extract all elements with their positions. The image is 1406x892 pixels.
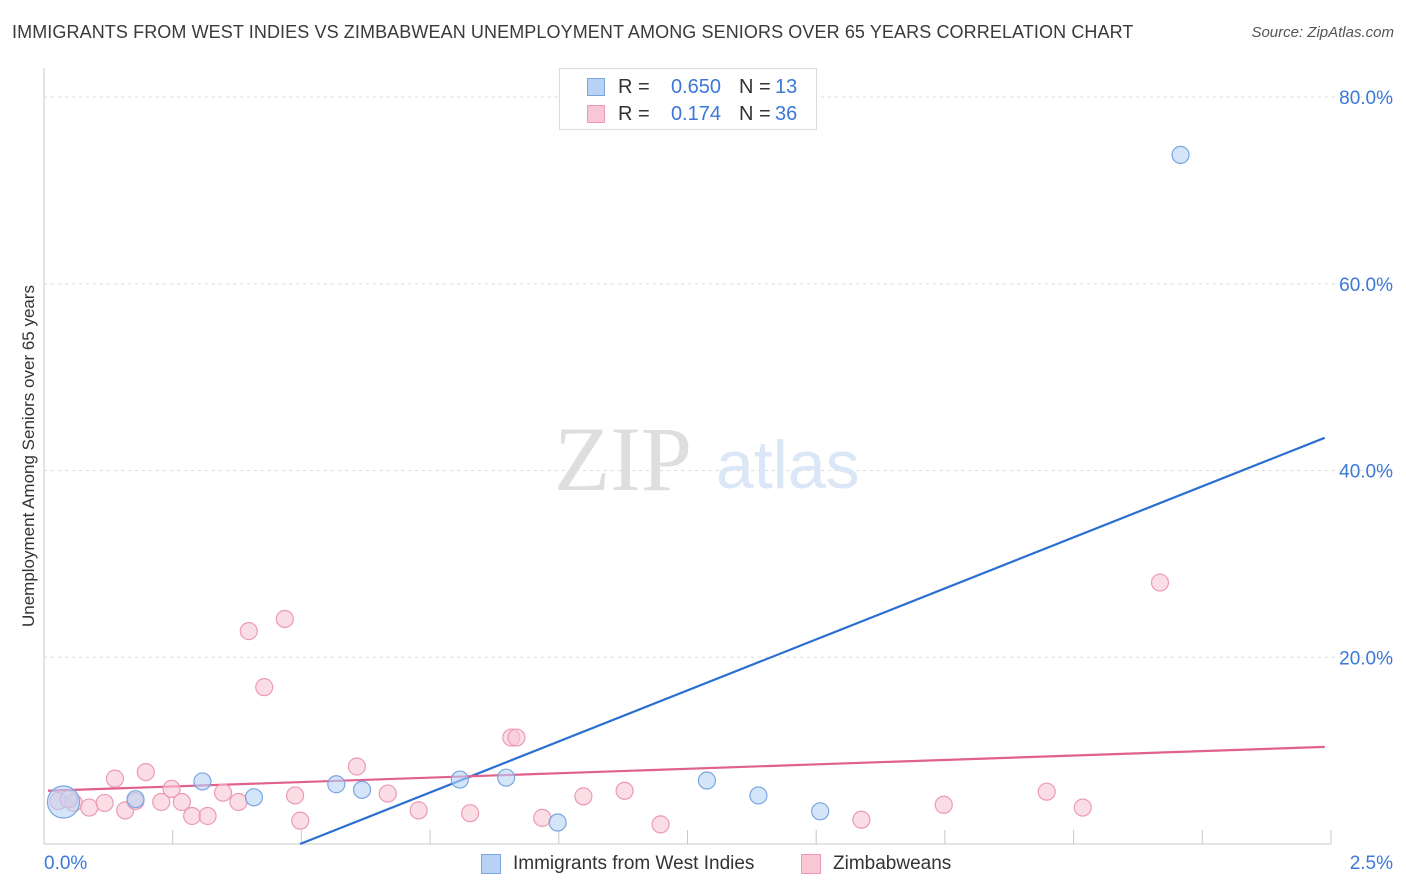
- zimbabwean-point: [409, 801, 428, 820]
- y-tick-label: 20.0%: [1339, 648, 1393, 669]
- x-tick-label: 0.0%: [44, 853, 87, 874]
- legend-row-zimbabweans: R = 0.174 N = 36: [560, 101, 797, 127]
- legend-n-label: N =: [739, 75, 771, 98]
- zimbabwean-point: [1037, 782, 1056, 801]
- zimbabwean-point: [172, 792, 191, 812]
- west-indies-point: [450, 770, 469, 789]
- zimbabwean-point: [852, 810, 871, 829]
- axis-layer: [43, 68, 1332, 845]
- west-indies-point: [327, 775, 346, 794]
- grid-layer: [44, 96, 1392, 658]
- blue-swatch-icon: [587, 78, 605, 96]
- chart-title: IMMIGRANTS FROM WEST INDIES VS ZIMBABWEA…: [12, 22, 1134, 42]
- y-tick-label: 60.0%: [1339, 275, 1393, 296]
- legend-n-value: 13: [775, 75, 798, 98]
- zimbabwean-point: [136, 763, 155, 782]
- series-legend-label: Immigrants from West Indies: [513, 853, 755, 874]
- y-tick-label: 40.0%: [1339, 462, 1393, 483]
- zimbabwean-point: [80, 798, 99, 817]
- series-legend-west-indies[interactable]: Immigrants from West Indies: [481, 852, 754, 876]
- west-indies-point: [352, 780, 372, 799]
- zimbabwean-point: [213, 783, 233, 802]
- pink-swatch-icon: [587, 105, 605, 123]
- west-indies-point: [126, 790, 145, 809]
- zimbabwean-point: [378, 784, 397, 803]
- west-indies-point: [697, 771, 717, 790]
- zimbabwean-point: [229, 792, 248, 812]
- zimbabwean-point: [255, 678, 274, 697]
- legend-r-value: 0.650: [670, 75, 721, 98]
- legend-r-value: 0.174: [670, 102, 721, 125]
- series-legend-label: Zimbabweans: [833, 853, 952, 874]
- legend-n-value: 36: [775, 102, 798, 125]
- zimbabwean-point: [461, 804, 480, 823]
- west-indies-point: [244, 788, 264, 807]
- zimbabwean-point: [507, 728, 526, 747]
- point-layer: [46, 145, 1190, 834]
- zimbabwean-point: [291, 811, 310, 830]
- source-credit: Source: ZipAtlas.com: [1251, 24, 1394, 41]
- zimbabwean-point: [1150, 573, 1170, 592]
- zimbabwean-point: [1073, 798, 1092, 817]
- zimbabwean-trend-line: [47, 745, 1325, 792]
- west-indies-point: [548, 813, 567, 832]
- correlation-legend: R = 0.650 N = 13 R = 0.174 N = 36: [559, 68, 817, 130]
- west-indies-point: [193, 772, 212, 791]
- west-indies-point: [749, 786, 768, 805]
- zimbabwean-point: [95, 793, 114, 813]
- trend-layer: [47, 436, 1326, 846]
- legend-row-west-indies: R = 0.650 N = 13: [560, 74, 797, 100]
- zimbabwean-point: [152, 792, 171, 812]
- zimbabwean-point: [198, 806, 217, 826]
- y-tick-label: 80.0%: [1339, 88, 1393, 109]
- zimbabwean-point: [934, 795, 953, 814]
- zimbabwean-point: [347, 757, 366, 776]
- label-layer: 20.0% 40.0% 60.0% 80.0% 0.0% 2.5%: [44, 88, 1393, 874]
- zimbabwean-point: [183, 806, 202, 826]
- legend-n-label: N =: [739, 102, 771, 125]
- west-indies-point: [46, 785, 81, 819]
- zimbabwean-point: [275, 609, 294, 629]
- pink-swatch-icon: [801, 854, 821, 874]
- zimbabwean-point: [162, 779, 181, 799]
- legend-r-label: R =: [618, 102, 650, 125]
- watermark-zip: ZIP: [554, 408, 692, 510]
- west-indies-point: [811, 802, 830, 821]
- x-tick-label: 2.5%: [1350, 853, 1393, 874]
- zimbabwean-point: [533, 808, 552, 827]
- west-indies-point: [497, 768, 516, 787]
- zimbabwean-point: [574, 787, 593, 806]
- zimbabwean-point: [239, 622, 258, 641]
- zimbabwean-point: [286, 786, 305, 805]
- zimbabwean-point: [615, 781, 634, 800]
- series-legend-zimbabweans[interactable]: Zimbabweans: [801, 852, 951, 876]
- west-indies-point: [1171, 145, 1190, 164]
- zimbabwean-point: [105, 769, 125, 788]
- watermark: ZIP atlas: [554, 408, 860, 510]
- watermark-atlas: atlas: [716, 427, 860, 503]
- blue-swatch-icon: [481, 854, 501, 874]
- legend-r-label: R =: [618, 75, 650, 98]
- y-axis-title: Unemployment Among Seniors over 65 years: [19, 285, 38, 627]
- zimbabwean-point: [651, 815, 670, 834]
